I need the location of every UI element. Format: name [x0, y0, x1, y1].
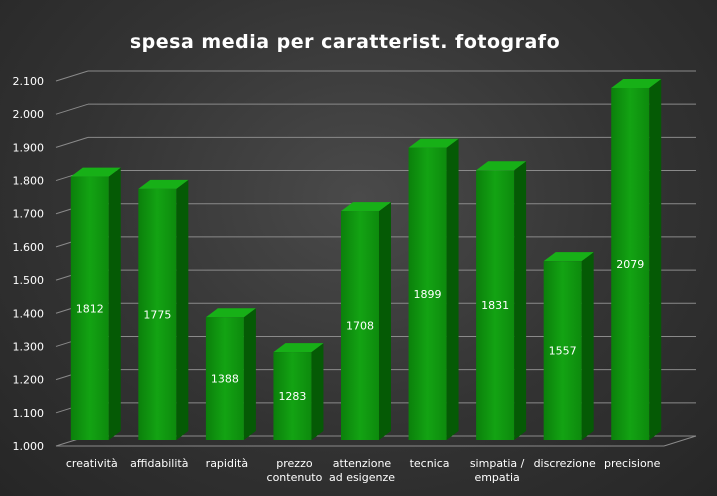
bar-front: [611, 87, 650, 440]
y-tick-label: 2.000: [13, 108, 45, 121]
gridline-depth: [55, 103, 89, 115]
bar: 2079: [611, 78, 662, 440]
category-label: creatività: [66, 457, 118, 470]
y-tick-label: 1.900: [13, 141, 45, 154]
category-label: tecnica: [410, 457, 450, 470]
category-labels: creatività affidabilità rapidità prezzocont…: [66, 457, 661, 484]
gridline-depth: [55, 136, 89, 148]
bar-front: [273, 352, 312, 440]
bar: 1812: [70, 167, 121, 440]
category-label: attenzione: [333, 457, 392, 470]
y-tick-label: 1.800: [13, 175, 45, 188]
bar-side: [581, 252, 594, 440]
y-axis: 1.000 1.100 1.200 1.300 1.400 1.500 1.600 1.700…: [13, 75, 45, 453]
bar-top: [341, 202, 391, 212]
category-label: precisione: [604, 457, 661, 470]
data-label: 1775: [143, 308, 171, 321]
bar-side: [379, 202, 391, 440]
category-label: prezzo: [276, 457, 313, 470]
data-label: 1283: [278, 390, 306, 403]
y-tick-label: 1.000: [13, 440, 45, 453]
category-label: rapidità: [206, 457, 248, 470]
bar: 1775: [138, 179, 189, 440]
y-tick-label: 1.600: [13, 241, 45, 254]
bar-front: [408, 147, 447, 441]
y-tick-label: 1.300: [13, 340, 45, 353]
bar-side: [176, 179, 189, 440]
bar-side: [446, 138, 459, 441]
category-label: empatia: [474, 471, 519, 484]
data-label: 2079: [616, 258, 644, 271]
bar-top: [205, 308, 256, 318]
bar-top: [476, 161, 527, 171]
bar: 1388: [205, 308, 256, 440]
category-label: affidabilità: [130, 457, 188, 470]
y-tick-label: 1.700: [13, 208, 45, 221]
category-label: simpatia /: [470, 457, 525, 470]
bar: 1557: [543, 252, 594, 440]
bar-front: [341, 211, 379, 440]
bar-front: [138, 188, 177, 440]
data-label: 1388: [211, 373, 239, 386]
bar-side: [649, 78, 662, 440]
y-tick-label: 1.200: [13, 374, 45, 387]
category-label: discrezione: [534, 457, 596, 470]
bar-front: [70, 176, 109, 440]
bar-front: [476, 170, 515, 440]
data-label: 1708: [346, 320, 374, 333]
category-label: ad esigenze: [329, 471, 395, 484]
bar: 1899: [408, 138, 459, 441]
bar-side: [514, 161, 527, 440]
chart-title: spesa media per caratterist. fotografo: [130, 31, 560, 53]
bar-top: [543, 252, 594, 262]
floor-edge-depth: [663, 435, 697, 447]
bar-side: [243, 308, 256, 440]
bar-top: [138, 179, 189, 189]
bar: 1708: [341, 202, 391, 440]
bar-top: [611, 78, 662, 88]
data-label: 1899: [414, 288, 442, 301]
y-tick-label: 1.400: [13, 307, 45, 320]
bar-top: [70, 167, 121, 177]
y-tick-label: 1.500: [13, 274, 45, 287]
bar-top: [408, 138, 459, 148]
bar-side: [108, 167, 121, 440]
bar-side: [311, 343, 324, 440]
data-label: 1557: [549, 345, 577, 358]
category-label: contenuto: [267, 471, 323, 484]
bar: 1831: [476, 161, 527, 440]
gridline-depth: [55, 70, 89, 82]
bars: 1812 1775 1388 1283 1708 1899 1831 1557 2079: [70, 78, 662, 441]
y-tick-label: 2.100: [13, 75, 45, 88]
data-label: 1812: [76, 302, 104, 315]
bar-top: [273, 343, 324, 353]
data-label: 1831: [481, 299, 509, 312]
bar-front: [543, 261, 582, 440]
bar: 1283: [273, 343, 324, 440]
y-tick-label: 1.100: [13, 407, 45, 420]
bar-front: [205, 317, 244, 440]
